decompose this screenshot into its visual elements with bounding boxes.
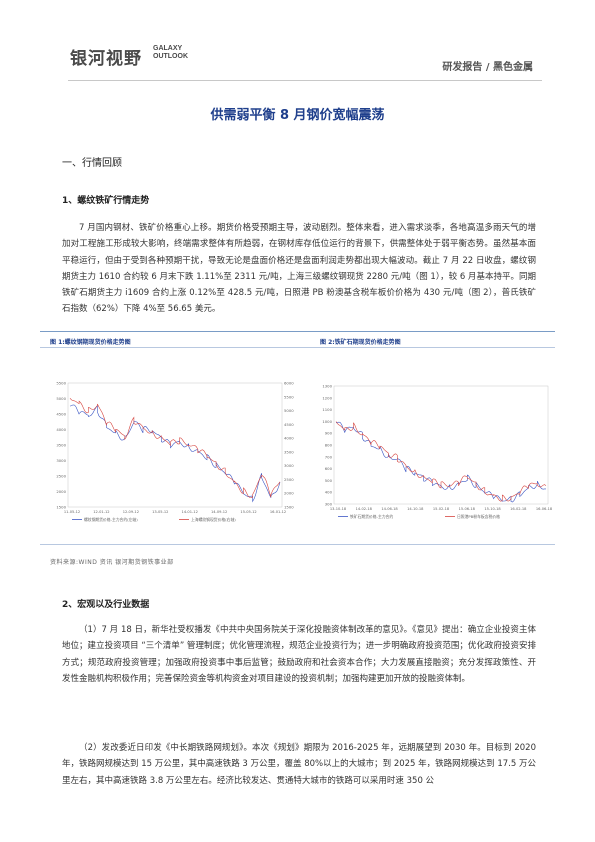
figure-1-caption: 图 1:螺纹钢期现货价格走势图 [50, 339, 131, 346]
x-tick-label: 13-10-18 [330, 507, 347, 511]
plot-frame [333, 385, 549, 505]
series-line-2 [335, 421, 547, 502]
market-review-paragraph: 7 月国内钢材、铁矿价格重心上移。期货价格受预期主导，波动剧烈。整体来看，进入需… [62, 223, 536, 315]
y-left-tick-label: 400 [325, 490, 333, 495]
y-left-tick-label: 3000 [56, 458, 66, 463]
subsection-heading-1: 1、螺纹铁矿行情走势 [62, 196, 150, 206]
x-tick-label: 11-05-12 [64, 510, 80, 514]
y-left-tick-label: 1000 [322, 419, 332, 424]
y-right-tick-label: 1500 [284, 505, 294, 510]
y-right-tick-label: 2000 [284, 491, 294, 496]
x-tick-label: 15-06-18 [459, 507, 476, 511]
y-left-tick-label: 900 [325, 431, 333, 436]
figure-bottom-rule [40, 544, 555, 545]
logo-english-line2: OUTLOOK [153, 53, 188, 60]
x-tick-label: 13-05-12 [152, 510, 168, 514]
header-divider [68, 80, 542, 81]
figure-top-rule [40, 331, 555, 332]
y-right-tick-label: 4500 [284, 422, 294, 427]
y-left-tick-label: 800 [325, 443, 333, 448]
y-left-tick-label: 1300 [322, 384, 332, 389]
y-left-tick-label: 4000 [56, 427, 66, 432]
y-left-tick-label: 2000 [56, 489, 66, 494]
y-left-tick-label: 5000 [56, 396, 66, 401]
logo-text: 银河视野 [70, 49, 142, 69]
y-left-tick-label: 300 [325, 502, 333, 507]
plot-frame [67, 382, 283, 508]
y-left-tick-label: 600 [325, 466, 333, 471]
y-left-tick-label: 1100 [322, 407, 332, 412]
y-left-tick-label: 1200 [322, 395, 332, 400]
x-tick-label: 14-09-12 [211, 510, 227, 514]
y-right-tick-label: 6000 [284, 381, 294, 386]
y-right-tick-label: 3000 [284, 463, 294, 468]
x-tick-label: 12-01-12 [93, 510, 109, 514]
rebar-price-chart: 5500 5000 4500 4000 3500 3000 2500 2000 1500 6000… [52, 375, 302, 535]
y-right-tick-label: 2500 [284, 477, 294, 482]
y-right-tick-label: 3500 [284, 449, 294, 454]
iron-ore-chart-svg: 1300 1200 1100 1000 900 800 700 600 500 400 30013-… [322, 384, 553, 520]
y-left-tick-label: 2500 [56, 474, 66, 479]
x-tick-label: 16-01-12 [270, 510, 286, 514]
macro-paragraph-2: （2）发改委近日印发《中长期铁路网规划》。本次《规划》期限为 2016-2025… [62, 743, 536, 786]
y-left-tick-label: 3500 [56, 443, 66, 448]
macro-paragraph-1: （1）7 月 18 日，新华社受权播发《中共中央国务院关于深化投融资体制改革的意… [62, 625, 536, 684]
y-left-tick-label: 1500 [56, 505, 66, 510]
x-tick-label: 15-05-12 [240, 510, 256, 514]
x-tick-label: 14-10-18 [407, 507, 424, 511]
series-line-1 [69, 404, 281, 503]
x-tick-label: 16-06-18 [536, 507, 553, 511]
logo-english: GALAXY OUTLOOK [153, 45, 188, 61]
y-left-tick-label: 700 [325, 454, 333, 459]
x-tick-label: 12-09-12 [123, 510, 139, 514]
report-type: 研发报告 / 黑色金属 [442, 62, 533, 73]
section-heading-2: 2、宏观以及行业数据 [62, 600, 150, 610]
x-tick-label: 16-02-18 [510, 507, 527, 511]
y-right-tick-label: 5000 [284, 408, 294, 413]
y-left-tick-label: 4500 [56, 412, 66, 417]
section-heading-1: 一、行情回顾 [62, 158, 122, 169]
legend-label-2: 日照港PB粉车板含税价格 [457, 514, 500, 519]
figure-2-caption: 图 2:铁矿石期现货价格走势图 [320, 339, 401, 346]
x-tick-label: 14-06-18 [381, 507, 398, 511]
x-tick-label: 14-01-12 [182, 510, 198, 514]
legend-label-2: 上海螺纹钢现货价格(右轴) [191, 517, 236, 522]
iron-ore-price-chart: 1300 1200 1100 1000 900 800 700 600 500 400 300 13-… [318, 378, 558, 533]
figure-source: 资料来源:WIND 资讯 银河期货钢铁事业部 [50, 559, 174, 566]
report-title: 供需弱平衡 8 月钢价宽幅震荡 [210, 108, 385, 123]
logo-english-line1: GALAXY [153, 45, 183, 52]
rebar-chart-svg: 5500 5000 4500 4000 3500 3000 2500 2000 1500 6000… [56, 381, 294, 523]
y-right-tick-label: 5500 [284, 394, 294, 399]
series-line-2 [69, 398, 281, 499]
y-right-tick-label: 4000 [284, 436, 294, 441]
x-tick-label: 15-10-18 [484, 507, 501, 511]
x-tick-label: 14-02-18 [356, 507, 373, 511]
page-header: 银河视野 GALAXY OUTLOOK 研发报告 / 黑色金属 [0, 0, 595, 86]
y-left-tick-label: 500 [325, 478, 333, 483]
x-tick-label: 15-02-18 [433, 507, 450, 511]
y-left-tick-label: 5500 [56, 381, 66, 386]
series-line-1 [335, 421, 546, 503]
figure-caption-rule [40, 347, 555, 348]
legend-label-1: 螺纹钢期货价格-主力合约(左轴) [84, 517, 138, 522]
legend-label-1: 铁矿石期货价格-主力合约 [350, 514, 393, 519]
